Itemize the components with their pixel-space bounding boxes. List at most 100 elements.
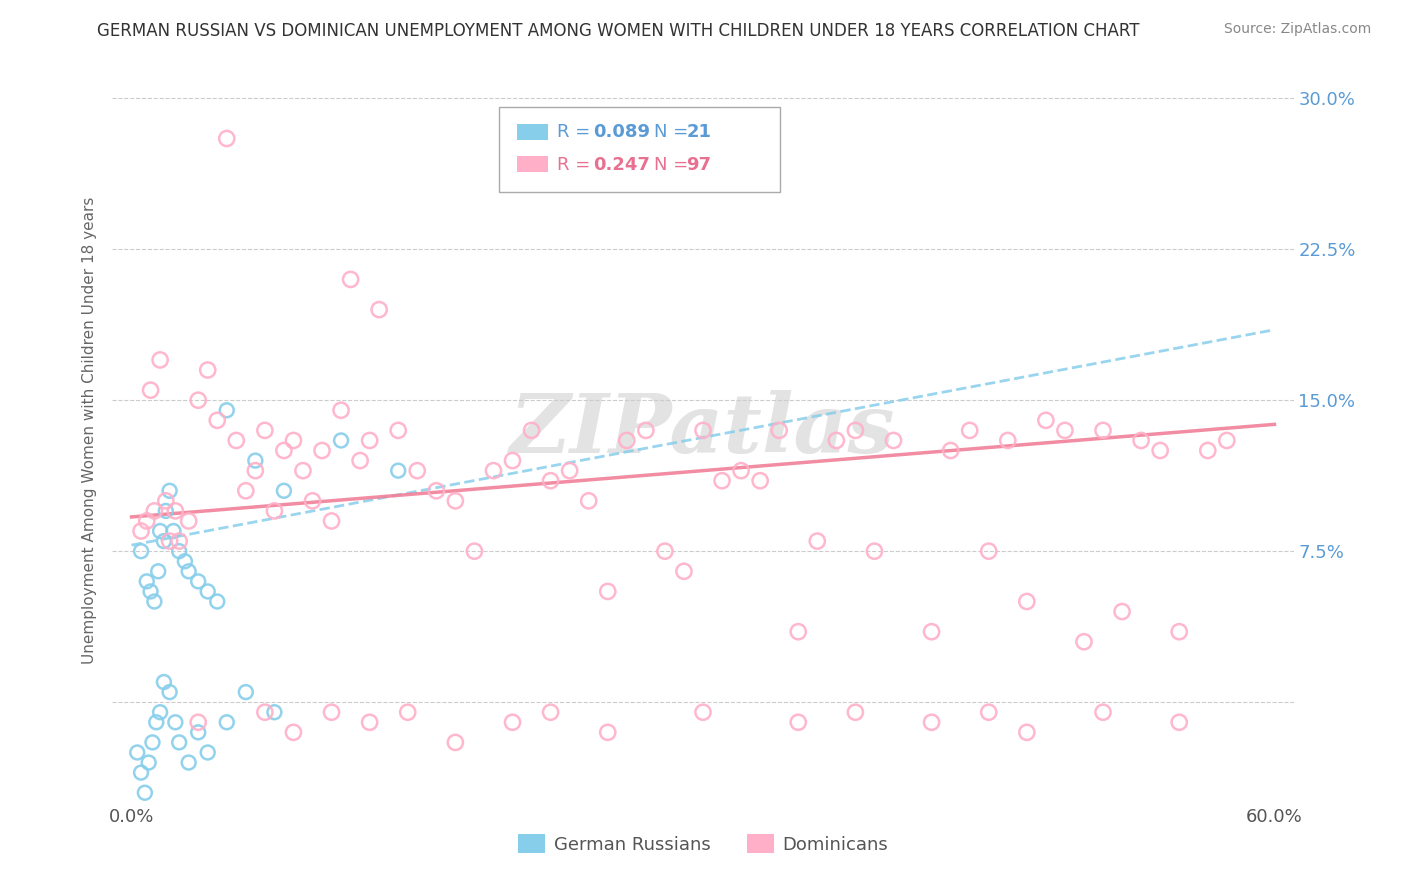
Point xyxy=(692,705,714,719)
Point xyxy=(711,474,734,488)
Point xyxy=(187,393,209,408)
Point xyxy=(730,464,752,478)
Point xyxy=(291,464,314,478)
Point xyxy=(921,624,943,639)
Point xyxy=(1092,423,1115,437)
Point xyxy=(187,715,209,730)
Point xyxy=(1168,624,1191,639)
Point xyxy=(787,624,810,639)
Point xyxy=(540,474,562,488)
Point xyxy=(165,504,187,518)
Point xyxy=(1130,434,1153,448)
Point xyxy=(406,464,429,478)
Point xyxy=(654,544,676,558)
Point xyxy=(387,464,409,478)
Point xyxy=(215,715,238,730)
Point xyxy=(273,483,295,498)
Point xyxy=(321,514,343,528)
Text: Source: ZipAtlas.com: Source: ZipAtlas.com xyxy=(1223,22,1371,37)
Point xyxy=(138,756,160,770)
Point xyxy=(596,725,619,739)
Point xyxy=(159,534,181,549)
Point xyxy=(387,423,409,437)
Point xyxy=(197,363,219,377)
Point xyxy=(359,434,381,448)
Text: N =: N = xyxy=(654,156,693,174)
Point xyxy=(197,584,219,599)
Point xyxy=(135,514,157,528)
Point xyxy=(129,524,152,538)
Point xyxy=(977,544,1000,558)
Point xyxy=(207,413,229,427)
Point xyxy=(143,504,166,518)
Point xyxy=(425,483,447,498)
Point xyxy=(444,493,467,508)
Point xyxy=(159,483,181,498)
Point xyxy=(768,423,790,437)
Point xyxy=(311,443,333,458)
Point xyxy=(1216,434,1239,448)
Point xyxy=(959,423,981,437)
Point xyxy=(1073,634,1095,648)
Point xyxy=(173,554,195,568)
Point xyxy=(806,534,828,549)
Point xyxy=(283,725,305,739)
Point xyxy=(997,434,1019,448)
Legend: German Russians, Dominicans: German Russians, Dominicans xyxy=(510,827,896,861)
Point xyxy=(145,715,167,730)
Point xyxy=(155,504,177,518)
Point xyxy=(1168,715,1191,730)
Point xyxy=(167,544,190,558)
Point xyxy=(139,584,162,599)
Point xyxy=(149,524,172,538)
Point xyxy=(368,302,391,317)
Point xyxy=(844,705,866,719)
Point xyxy=(596,584,619,599)
Point xyxy=(149,353,172,368)
Point xyxy=(127,746,149,760)
Point xyxy=(339,272,361,286)
Text: 97: 97 xyxy=(686,156,711,174)
Point xyxy=(129,765,152,780)
Point xyxy=(1197,443,1219,458)
Point xyxy=(301,493,323,508)
Point xyxy=(749,474,772,488)
Point xyxy=(463,544,485,558)
Point xyxy=(177,564,200,578)
Point xyxy=(844,423,866,437)
Point xyxy=(283,434,305,448)
Point xyxy=(134,786,156,800)
Text: 0.089: 0.089 xyxy=(593,123,651,141)
Point xyxy=(396,705,419,719)
Point xyxy=(349,453,371,467)
Point xyxy=(225,434,247,448)
Point xyxy=(1053,423,1076,437)
Text: GERMAN RUSSIAN VS DOMINICAN UNEMPLOYMENT AMONG WOMEN WITH CHILDREN UNDER 18 YEAR: GERMAN RUSSIAN VS DOMINICAN UNEMPLOYMENT… xyxy=(97,22,1140,40)
Point xyxy=(558,464,581,478)
Point xyxy=(143,594,166,608)
Point xyxy=(177,756,200,770)
Point xyxy=(1015,594,1038,608)
Point xyxy=(235,685,257,699)
Point xyxy=(502,715,524,730)
Point xyxy=(197,746,219,760)
Point xyxy=(167,534,190,549)
Text: 21: 21 xyxy=(686,123,711,141)
Point xyxy=(159,685,181,699)
Text: R =: R = xyxy=(557,123,596,141)
Point xyxy=(863,544,886,558)
Point xyxy=(359,715,381,730)
Point xyxy=(692,423,714,437)
Point xyxy=(882,434,904,448)
Point xyxy=(263,504,285,518)
Point xyxy=(187,574,209,589)
Point xyxy=(153,675,176,690)
Point xyxy=(167,735,190,749)
Point xyxy=(330,434,353,448)
Point xyxy=(939,443,962,458)
Point xyxy=(482,464,505,478)
Point xyxy=(787,715,810,730)
Point xyxy=(1092,705,1115,719)
Point xyxy=(1111,605,1133,619)
Point xyxy=(253,705,276,719)
